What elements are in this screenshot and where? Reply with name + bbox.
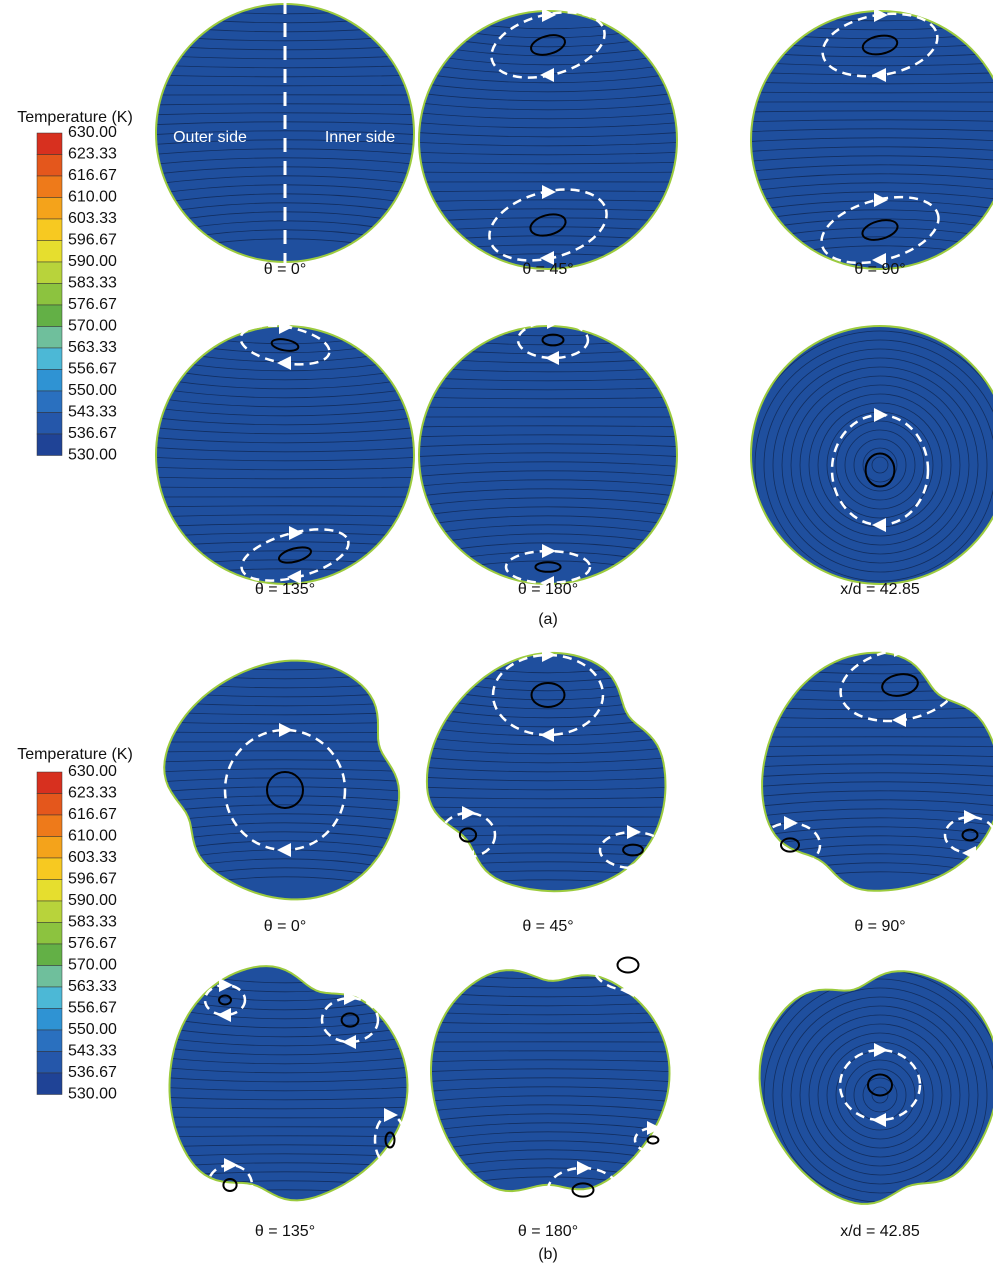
vortex-core xyxy=(618,958,639,973)
colorbar-swatch xyxy=(37,901,62,923)
colorbar-label: 536.67 xyxy=(68,425,117,442)
colorbar-label: 590.00 xyxy=(68,892,117,909)
colorbar-swatch xyxy=(37,284,62,306)
colorbar-swatch xyxy=(37,434,62,456)
annotation: Inner side xyxy=(325,129,395,146)
colorbar-swatch xyxy=(37,198,62,220)
colorbar-label: 623.33 xyxy=(68,146,117,163)
colorbar-label: 630.00 xyxy=(68,124,117,141)
colorbar-swatch xyxy=(37,880,62,902)
colorbar-swatch xyxy=(37,966,62,988)
colorbar-swatch xyxy=(37,391,62,413)
colorbar-label: 550.00 xyxy=(68,1021,117,1038)
colorbar-label: 630.00 xyxy=(68,763,117,780)
arrow-head xyxy=(622,933,636,947)
colorbar-swatch xyxy=(37,858,62,880)
colorbar-label: 543.33 xyxy=(68,404,117,421)
plot-caption: θ = 90° xyxy=(854,918,905,935)
arrow-head xyxy=(575,1205,589,1219)
colorbar-label: 616.67 xyxy=(68,167,117,184)
colorbar-label: 590.00 xyxy=(68,253,117,270)
colorbar-swatch xyxy=(37,1030,62,1052)
colorbar-label: 570.00 xyxy=(68,318,117,335)
colorbar-label: 583.33 xyxy=(68,914,117,931)
colorbar-label: 530.00 xyxy=(68,1086,117,1103)
plot-caption: θ = 180° xyxy=(518,581,578,598)
colorbar-label: 536.67 xyxy=(68,1064,117,1081)
colorbar-label: 543.33 xyxy=(68,1043,117,1060)
colorbar-swatch xyxy=(37,176,62,198)
colorbar-swatch xyxy=(37,987,62,1009)
colorbar-swatch xyxy=(37,413,62,435)
colorbar-swatch xyxy=(37,837,62,859)
annotation: Outer side xyxy=(173,129,247,146)
plot-caption: x/d = 42.85 xyxy=(840,581,920,598)
arrow-head xyxy=(460,850,474,864)
colorbar-label: 576.67 xyxy=(68,935,117,952)
colorbar-swatch xyxy=(37,794,62,816)
colorbar-label: 556.67 xyxy=(68,1000,117,1017)
colorbar-label: 610.00 xyxy=(68,828,117,845)
plot-caption: θ = 0° xyxy=(264,261,306,278)
plot-caption: θ = 45° xyxy=(522,918,573,935)
arrow-head xyxy=(382,1158,396,1172)
colorbar-swatch xyxy=(37,305,62,327)
colorbar-label: 603.33 xyxy=(68,210,117,227)
colorbar-label: 596.67 xyxy=(68,232,117,249)
plot-caption: θ = 135° xyxy=(255,581,315,598)
colorbar-swatch xyxy=(37,923,62,945)
colorbar-swatch xyxy=(37,944,62,966)
colorbar-title: Temperature (K) xyxy=(17,746,133,763)
plot-caption: θ = 180° xyxy=(518,1223,578,1240)
colorbar-swatch xyxy=(37,327,62,349)
colorbar-swatch xyxy=(37,262,62,284)
panel-label: (a) xyxy=(538,611,558,628)
arrow-head xyxy=(645,1145,659,1159)
colorbar-swatch xyxy=(37,348,62,370)
colorbar-label: 556.67 xyxy=(68,361,117,378)
colorbar-label: 530.00 xyxy=(68,447,117,464)
contour-field xyxy=(420,12,676,268)
colorbar-label: 563.33 xyxy=(68,978,117,995)
plot-caption: x/d = 42.85 xyxy=(840,1223,920,1240)
colorbar-swatch xyxy=(37,1009,62,1031)
colorbar-label: 550.00 xyxy=(68,382,117,399)
figure: Temperature (K)630.00623.33616.67610.006… xyxy=(0,0,993,1273)
colorbar-swatch xyxy=(37,772,62,794)
plot-caption: θ = 135° xyxy=(255,1223,315,1240)
plot-caption: θ = 0° xyxy=(264,918,306,935)
colorbar-label: 623.33 xyxy=(68,785,117,802)
contour-field xyxy=(420,327,676,583)
colorbar-swatch xyxy=(37,815,62,837)
vortex-core xyxy=(648,1136,659,1143)
plot-caption: θ = 90° xyxy=(854,261,905,278)
colorbar-label: 603.33 xyxy=(68,849,117,866)
colorbar-swatch xyxy=(37,155,62,177)
colorbar-label: 616.67 xyxy=(68,806,117,823)
colorbar-label: 610.00 xyxy=(68,189,117,206)
colorbar-swatch xyxy=(37,370,62,392)
colorbar-swatch xyxy=(37,1052,62,1074)
arrow-head xyxy=(782,860,796,874)
colorbar-swatch xyxy=(37,133,62,155)
colorbar-label: 576.67 xyxy=(68,296,117,313)
arrow-head xyxy=(894,643,908,657)
colorbar-swatch xyxy=(37,219,62,241)
colorbar-label: 583.33 xyxy=(68,275,117,292)
colorbar-swatch xyxy=(37,1073,62,1095)
colorbar-label: 570.00 xyxy=(68,957,117,974)
colorbar-swatch xyxy=(37,241,62,263)
streamline xyxy=(420,972,676,979)
plot-caption: θ = 45° xyxy=(522,261,573,278)
panel-label: (b) xyxy=(538,1246,558,1263)
colorbar-label: 596.67 xyxy=(68,871,117,888)
arrow-head xyxy=(222,1198,236,1212)
colorbar-label: 563.33 xyxy=(68,339,117,356)
